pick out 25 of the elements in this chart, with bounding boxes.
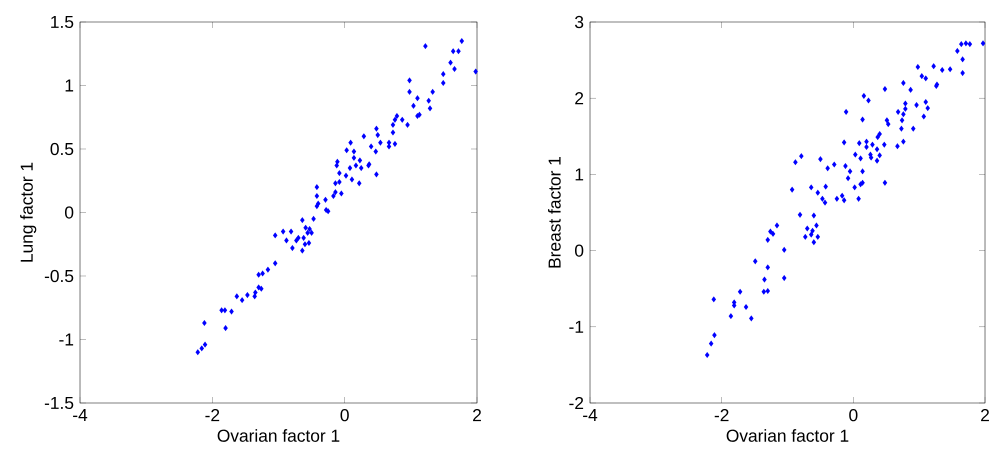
x-tick-label: -4	[73, 409, 88, 421]
x-axis-title: Ovarian factor 1	[218, 429, 340, 442]
y-tick-label: -1	[59, 334, 74, 346]
y-tick-label: -1.5	[44, 396, 74, 410]
y-tick-label: -1	[569, 320, 584, 333]
y-tick-label: 1	[66, 80, 74, 92]
x-tick-label: 0	[849, 409, 858, 422]
y-tick-label: 1.5	[51, 16, 74, 28]
y-tick-label: 0	[64, 206, 74, 219]
y-tick-label: -0.5	[44, 270, 74, 282]
y-tick-label: 1	[576, 168, 584, 180]
y-tick-label: 3	[574, 16, 584, 28]
y-tick-label: -2	[569, 396, 584, 410]
x-tick-label: 2	[473, 409, 481, 422]
x-tick-label: -2	[714, 409, 729, 422]
y-tick-label: 0.5	[50, 142, 74, 156]
y-tick-label: 0	[574, 244, 584, 257]
x-tick-label: -4	[583, 409, 598, 421]
y-axis-title: Lung factor 1	[20, 162, 36, 262]
x-tick-label: -2	[205, 409, 220, 422]
x-tick-label: 2	[981, 409, 989, 422]
y-tick-label: 2	[575, 92, 584, 104]
x-axis-title: Ovarian factor 1	[726, 429, 848, 442]
x-tick-label: 0	[340, 409, 349, 422]
y-axis-title: Breast factor 1	[548, 156, 561, 268]
